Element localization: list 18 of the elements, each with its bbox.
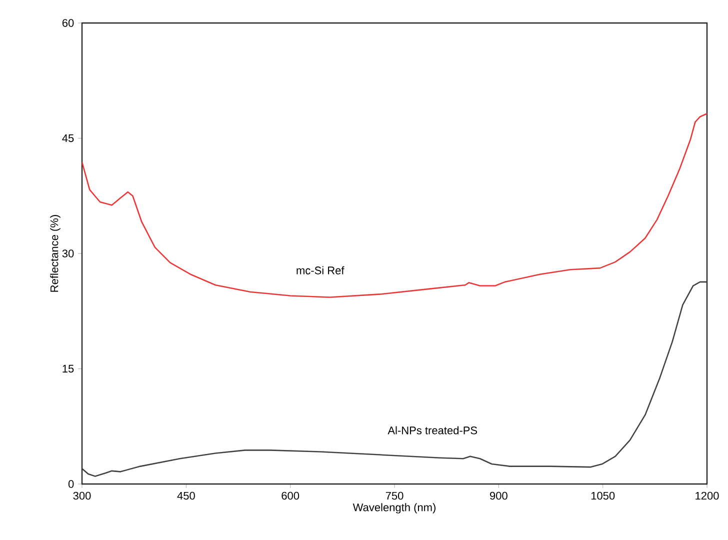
- y-axis-title: Reflectance (%): [50, 215, 60, 292]
- series-label: mc-Si Ref: [296, 266, 344, 274]
- x-axis-title: Wavelength (nm): [352, 503, 436, 514]
- x-tick-label: 300: [73, 492, 91, 500]
- x-tick-label: 900: [490, 492, 508, 500]
- y-tick-label: 0: [68, 480, 74, 488]
- x-tick-label: 750: [386, 492, 404, 500]
- x-tick-label: 600: [282, 492, 300, 500]
- y-tick-label: 15: [62, 364, 74, 373]
- y-tick-label: 30: [62, 250, 74, 258]
- line-series: [82, 281, 707, 477]
- x-tick-label: 1050: [591, 492, 615, 500]
- line-series: [82, 113, 707, 298]
- x-tick-label: 1200: [696, 492, 719, 500]
- y-tick-label: 45: [62, 134, 74, 142]
- x-tick-label: 450: [177, 492, 195, 500]
- series-label: Al-NPs treated-PS: [388, 426, 478, 434]
- y-tick-label: 60: [62, 19, 74, 27]
